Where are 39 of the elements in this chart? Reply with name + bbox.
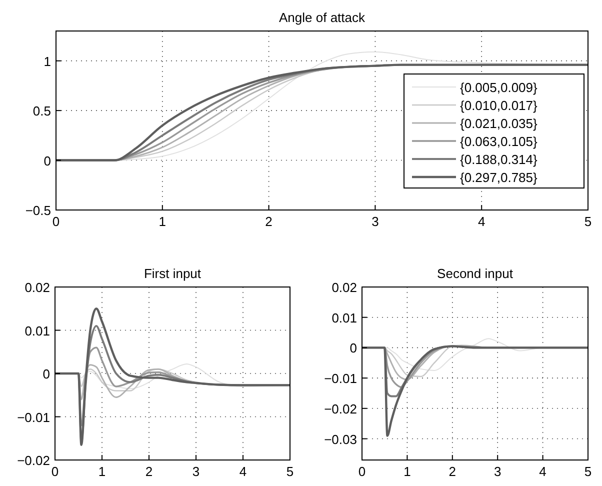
x-tick-label: 3 (372, 214, 379, 229)
y-tick-label: 1 (44, 54, 51, 69)
y-tick-label: 0.01 (332, 310, 357, 326)
chart-title: Second input (437, 266, 514, 281)
x-tick-label: 1 (404, 464, 411, 479)
y-tick-label: 0.01 (24, 323, 50, 338)
y-tick-label: −0.01 (17, 410, 50, 425)
chart-title: Angle of attack (279, 10, 366, 25)
legend-label: {0.063,0.105} (460, 134, 538, 149)
y-tick-label: −0.01 (324, 371, 357, 386)
y-tick-label: 0.02 (332, 280, 357, 295)
x-tick-label: 2 (448, 464, 456, 479)
y-tick-label: −0.5 (25, 203, 51, 218)
legend-label: {0.297,0.785} (460, 170, 538, 185)
x-tick-label: 5 (584, 214, 592, 229)
x-tick-label: 5 (584, 464, 592, 479)
y-tick-label: −0.02 (324, 401, 357, 416)
x-tick-label: 5 (286, 464, 294, 479)
y-tick-label: 0 (44, 153, 51, 168)
y-tick-label: 0 (42, 366, 50, 382)
y-tick-label: −0.02 (17, 453, 50, 468)
legend-label: {0.005,0.009} (460, 80, 538, 95)
legend-label: {0.021,0.035} (460, 116, 538, 131)
x-tick-label: 2 (145, 464, 153, 479)
chart-title: First input (144, 266, 202, 281)
x-tick-label: 1 (98, 464, 106, 479)
legend-label: {0.010,0.017} (460, 98, 538, 113)
y-tick-label: −0.03 (324, 432, 357, 447)
x-tick-label: 4 (478, 214, 486, 229)
x-tick-label: 4 (539, 464, 546, 479)
y-tick-label: 0.02 (24, 280, 50, 295)
x-tick-label: 3 (494, 464, 502, 479)
x-tick-label: 4 (239, 464, 247, 479)
y-tick-label: 0.5 (32, 104, 51, 119)
y-tick-label: 0 (350, 340, 357, 356)
legend-label: {0.188,0.314} (460, 152, 538, 167)
x-tick-label: 1 (158, 214, 166, 229)
x-tick-label: 2 (265, 214, 272, 229)
x-tick-label: 3 (192, 464, 200, 479)
